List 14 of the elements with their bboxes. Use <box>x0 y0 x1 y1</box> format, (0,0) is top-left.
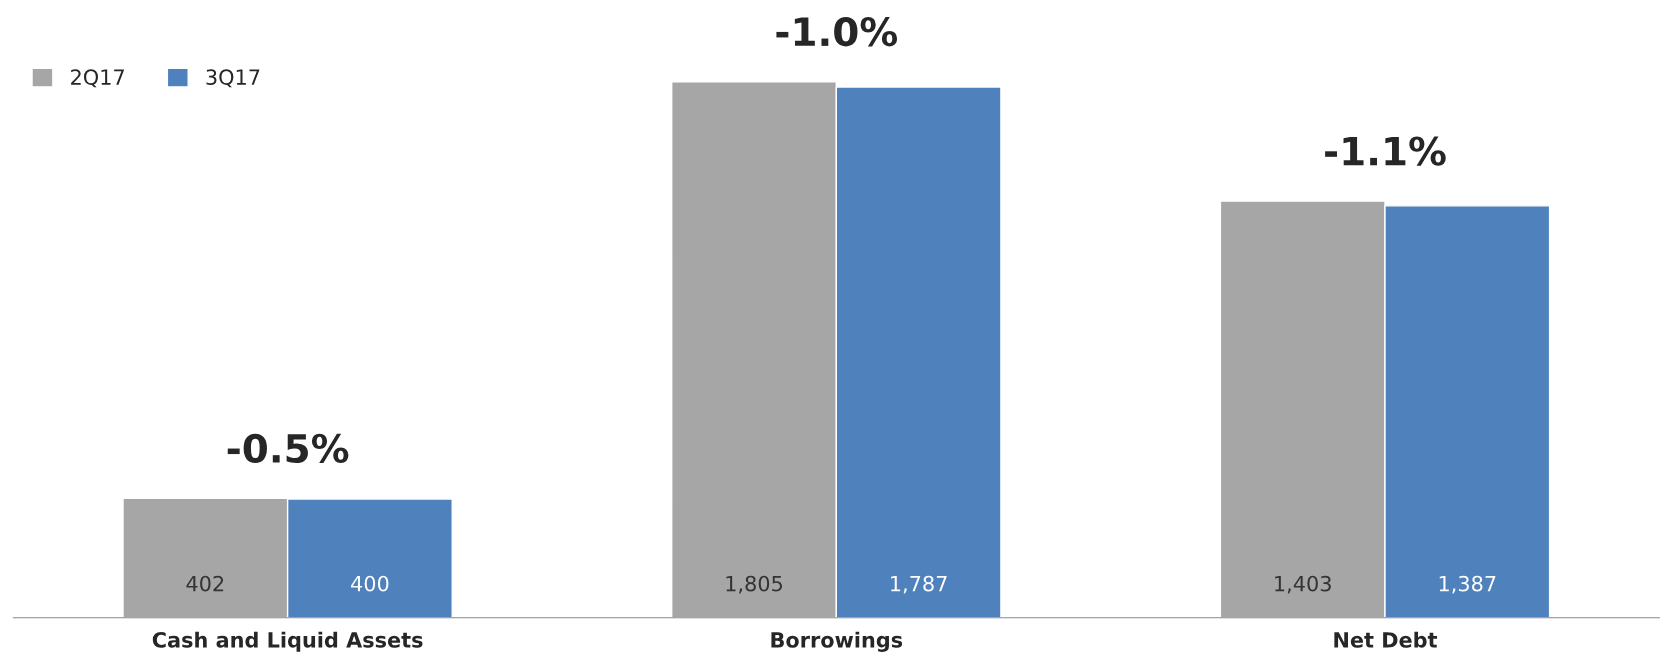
data-label: 1,805 <box>726 575 783 594</box>
x-tick-label: Borrowings <box>771 631 903 652</box>
data-label: 1,387 <box>1439 575 1496 594</box>
x-tick-label: Cash and Liquid Assets <box>152 631 423 652</box>
annotation: -1.1% <box>1325 136 1446 166</box>
x-tick-label: Net Debt <box>1334 631 1438 648</box>
legend-label: 2Q17 <box>71 69 124 88</box>
data-label: 1,787 <box>891 575 947 594</box>
data-label: 400 <box>351 575 389 592</box>
annotation: -0.5% <box>227 433 349 464</box>
data-label: 402 <box>186 575 224 592</box>
annotation: -1.0% <box>776 17 898 47</box>
data-label: 1,403 <box>1275 575 1331 594</box>
legend-label: 3Q17 <box>206 69 260 88</box>
